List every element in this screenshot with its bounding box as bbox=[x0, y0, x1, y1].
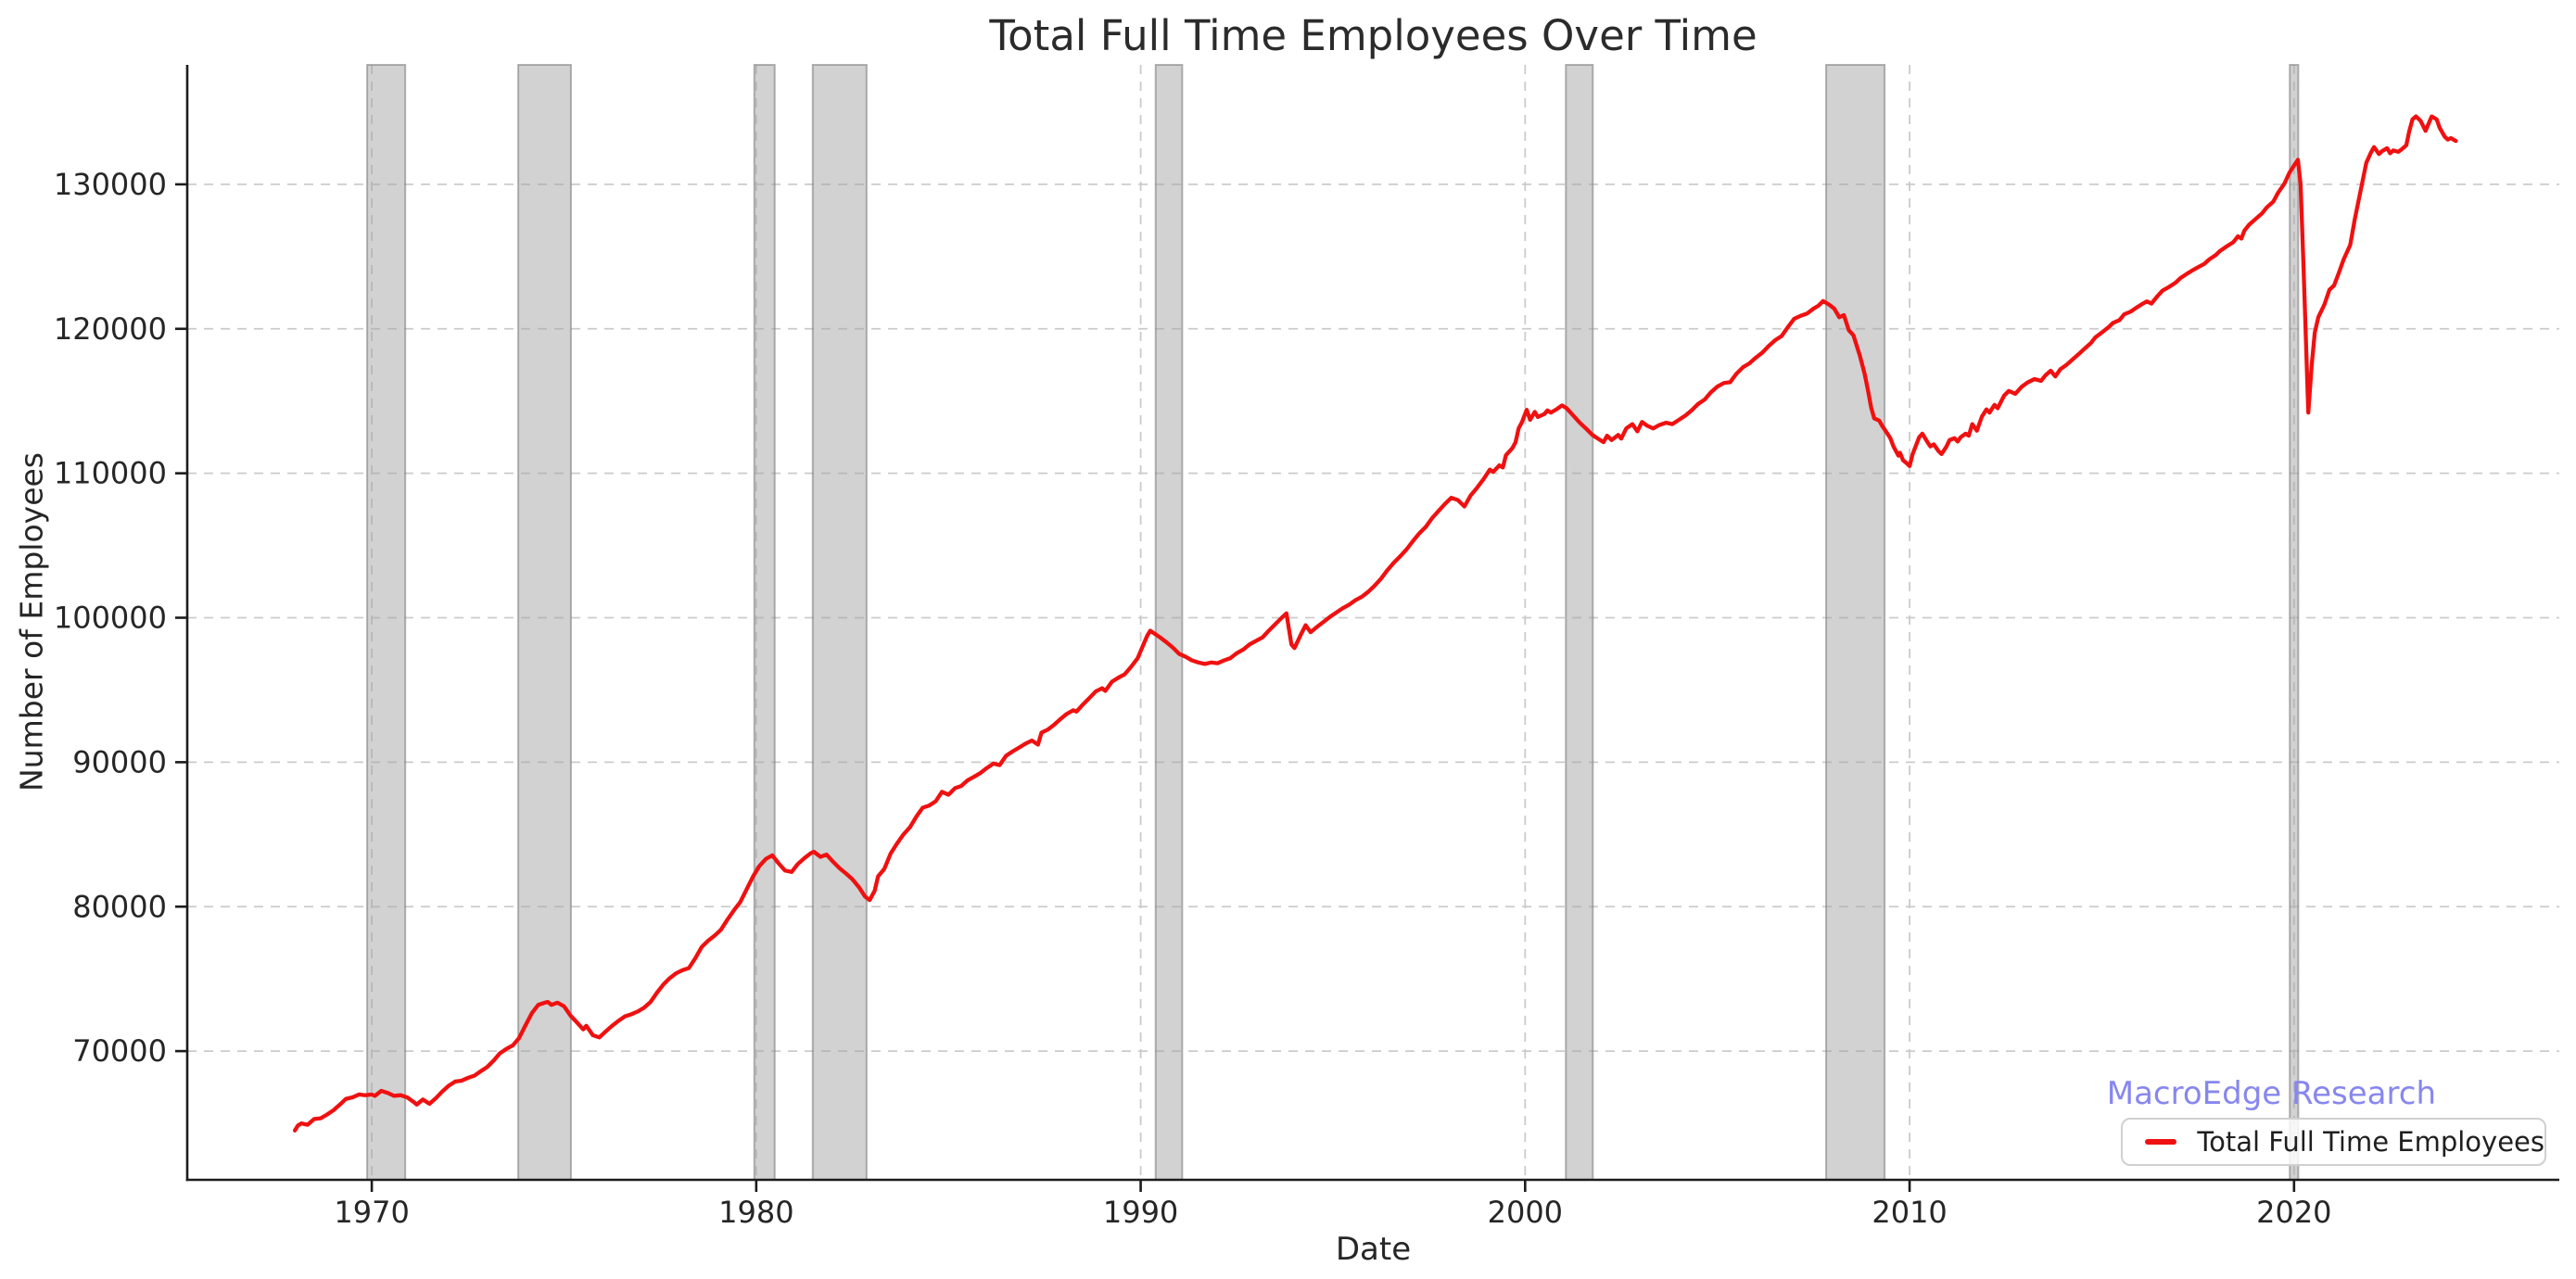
recession-band bbox=[1154, 64, 1184, 1181]
recession-band bbox=[517, 64, 572, 1181]
x-tick-label: 2020 bbox=[2256, 1195, 2331, 1230]
x-tick-label: 2000 bbox=[1488, 1195, 1563, 1230]
axes: 1970 1980 1990 2000 2010 2020 70000 80000 90000 1… bbox=[54, 65, 2559, 1230]
legend-label: Total Full Time Employees bbox=[2197, 1126, 2544, 1158]
y-tick-label: 100000 bbox=[54, 601, 167, 636]
y-axis-label: Number of Employees bbox=[13, 452, 50, 791]
recession-band bbox=[1825, 64, 1886, 1181]
y-tick-label: 90000 bbox=[72, 744, 167, 779]
chart-title: Total Full Time Employees Over Time bbox=[989, 11, 1758, 60]
recession-band bbox=[366, 64, 407, 1181]
x-tick-label: 1970 bbox=[334, 1195, 409, 1230]
recession-bands bbox=[366, 64, 2300, 1181]
y-tick-label: 130000 bbox=[54, 167, 167, 202]
recession-band bbox=[753, 64, 776, 1181]
recession-band bbox=[2289, 64, 2300, 1181]
x-tick-label: 2010 bbox=[1872, 1195, 1947, 1230]
legend: Total Full Time Employees bbox=[2121, 1118, 2546, 1166]
y-tick-label: 120000 bbox=[54, 311, 167, 347]
legend-line-swatch bbox=[2145, 1139, 2177, 1145]
recession-band bbox=[811, 64, 868, 1181]
x-tick-label: 1990 bbox=[1103, 1195, 1178, 1230]
y-tick-label: 70000 bbox=[72, 1033, 167, 1069]
recession-band bbox=[1565, 64, 1594, 1181]
watermark-text: MacroEdge Research bbox=[2106, 1075, 2436, 1112]
y-tick-label: 80000 bbox=[72, 889, 167, 924]
x-axis-label: Date bbox=[1335, 1231, 1412, 1268]
series-line-total-full-time-employees bbox=[292, 114, 2458, 1133]
x-tick-label: 1980 bbox=[718, 1195, 793, 1230]
y-tick-label: 110000 bbox=[54, 456, 167, 491]
